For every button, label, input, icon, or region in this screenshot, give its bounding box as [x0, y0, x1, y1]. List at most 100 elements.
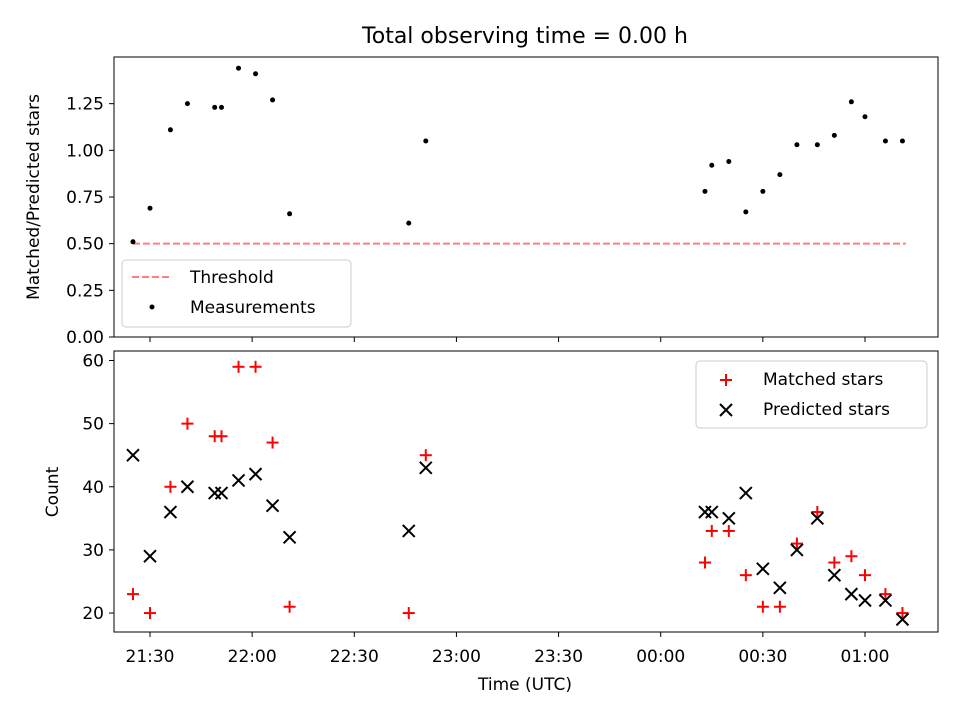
measurement-point — [147, 205, 153, 211]
measurement-point — [848, 99, 854, 105]
measurement-point — [236, 65, 242, 71]
x-tick-label: 23:30 — [534, 647, 583, 667]
predicted-star-point — [858, 593, 872, 608]
matched-star-point — [896, 607, 909, 620]
ratio-legend-box — [121, 259, 352, 328]
matched-star-point — [126, 588, 139, 601]
matched-star-point — [232, 360, 245, 373]
count-legend: Matched stars Predicted stars — [695, 360, 928, 429]
y-tick-label: 0.00 — [66, 328, 104, 348]
matched-star-point — [705, 524, 718, 537]
y-tick-label: 0.25 — [66, 281, 104, 301]
measurement-point — [130, 239, 136, 245]
measurement-point — [167, 127, 173, 133]
predicted-star-point — [231, 473, 246, 488]
predicted-star-point — [705, 505, 719, 519]
matched-star-point — [722, 524, 735, 537]
measurement-point — [760, 188, 766, 194]
predicted-star-point — [756, 562, 770, 576]
count-x-axis: 21:30 22:00 22:30 23:00 23:30 00:00 00:30 01:00 — [126, 632, 890, 667]
predicted-star-point — [827, 568, 842, 582]
measurement-point — [726, 159, 732, 165]
matched-star-point — [773, 600, 786, 613]
x-tick-label: 01:00 — [841, 647, 890, 667]
matched-star-point — [402, 607, 415, 620]
count-legend-box — [695, 360, 928, 429]
predicted-star-point — [143, 549, 157, 563]
measurement-point — [702, 188, 708, 194]
matched-star-point — [144, 607, 156, 620]
y-tick-label: 60 — [82, 351, 104, 371]
count-panel: 20 30 40 50 60 21:30 22:00 22:30 23:00 23:30 00:0… — [43, 350, 939, 667]
x-tick-label: 00:00 — [636, 647, 685, 667]
measurement-point — [184, 101, 190, 107]
legend-threshold-label: Threshold — [189, 268, 274, 288]
predicted-star-point — [265, 499, 280, 513]
matched-star-point — [698, 556, 711, 569]
measurement-point — [270, 97, 276, 103]
x-tick-label: 21:30 — [126, 647, 175, 667]
measurement-point — [423, 138, 429, 144]
predicted-star-point — [402, 524, 416, 538]
matched-star-point — [879, 588, 892, 601]
measurement-point — [777, 172, 783, 178]
y-tick-label: 1.25 — [66, 95, 104, 115]
predicted-star-point — [810, 511, 825, 526]
matched-star-point — [181, 417, 194, 430]
predicted-star-point — [163, 505, 178, 519]
ratio-marks — [130, 65, 906, 245]
matched-star-point — [790, 537, 803, 550]
matched-star-point — [811, 506, 824, 519]
predicted-star-point — [773, 581, 787, 595]
predicted-star-point — [248, 467, 263, 481]
predicted-star-point — [895, 612, 910, 627]
y-tick-label: 0.75 — [66, 188, 104, 208]
predicted-star-point — [180, 480, 195, 494]
measurement-point — [406, 220, 412, 226]
predicted-star-point — [790, 543, 804, 557]
y-tick-label: 50 — [82, 415, 104, 435]
x-tick-label: 23:00 — [432, 647, 481, 667]
measurement-point — [899, 138, 905, 144]
count-marks — [126, 360, 910, 627]
ratio-y-axis: 0.00 0.25 0.50 0.75 1.00 1.25 — [66, 95, 114, 348]
predicted-star-point — [878, 593, 893, 608]
measurement-point — [253, 71, 259, 77]
x-tick-label: 00:30 — [738, 647, 787, 667]
predicted-star-point — [126, 448, 140, 462]
matched-star-point — [164, 480, 177, 493]
matched-star-point — [859, 569, 871, 582]
measurement-point — [709, 162, 715, 168]
measurement-point — [287, 211, 293, 217]
measurement-point — [831, 132, 837, 138]
legend-predicted-label: Predicted stars — [763, 400, 890, 420]
x-tick-label: 22:30 — [330, 647, 379, 667]
measurement-point — [743, 209, 749, 215]
legend-matched-swatch — [720, 374, 732, 386]
matched-star-point — [828, 556, 841, 569]
legend-measurements-label: Measurements — [190, 298, 316, 318]
y-tick-label: 40 — [82, 478, 104, 498]
predicted-star-point — [282, 530, 297, 544]
measurement-point — [219, 104, 224, 110]
y-tick-label: 0.50 — [66, 235, 104, 255]
legend-measurements-swatch — [149, 304, 155, 310]
y-tick-label: 30 — [82, 541, 104, 561]
predicted-star-point — [722, 511, 736, 526]
matched-star-point — [266, 436, 279, 449]
matched-star-point — [249, 360, 262, 373]
count-y-axis: 20 30 40 50 60 — [82, 351, 114, 624]
chart-title: Total observing time = 0.00 h — [361, 24, 688, 49]
count-y-axis-label: Count — [43, 466, 63, 517]
predicted-star-point — [419, 461, 433, 475]
ratio-y-axis-label: Matched/Predicted stars — [24, 94, 44, 300]
matched-star-point — [283, 600, 296, 613]
legend-matched-label: Matched stars — [763, 370, 883, 390]
matched-star-point — [845, 550, 858, 563]
matched-star-point — [215, 430, 228, 443]
matched-star-point — [756, 600, 769, 613]
ratio-panel: 0.00 0.25 0.50 0.75 1.00 1.25 Matched/Predict… — [24, 56, 939, 348]
legend-predicted-swatch — [719, 403, 733, 417]
matched-star-point — [419, 449, 432, 462]
